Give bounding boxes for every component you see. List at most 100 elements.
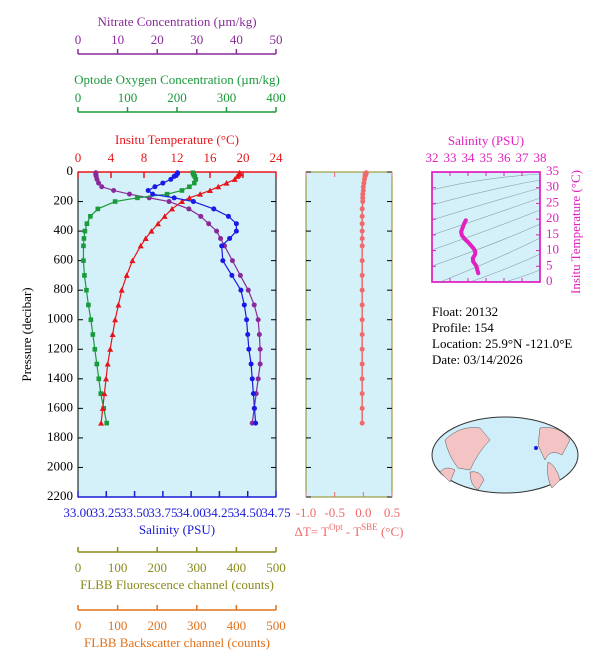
marker: [214, 228, 220, 234]
marker: [256, 332, 262, 337]
info-line: Float: 20132: [432, 304, 498, 319]
x-axis-title-part: (°C): [378, 524, 404, 539]
marker: [360, 199, 366, 205]
x-tick-label: 20: [237, 150, 250, 165]
density-contour: [431, 187, 541, 221]
x-tick-label: 100: [108, 560, 128, 575]
marker: [220, 258, 226, 264]
density-contour: [431, 197, 541, 236]
x-tick-label: 0: [75, 150, 82, 165]
marker: [257, 346, 263, 352]
marker: [168, 176, 174, 182]
x-tick-label: 400: [227, 618, 247, 633]
marker: [86, 302, 91, 308]
x-axis-title: Optode Oxygen Concentration (µm/kg): [74, 72, 280, 87]
x-tick-label: 34.25: [205, 505, 234, 520]
info-line: Date: 03/14/2026: [432, 352, 523, 367]
marker: [150, 191, 156, 197]
density-contour: [439, 237, 541, 283]
marker: [103, 375, 110, 382]
marker: [198, 213, 204, 219]
x-tick-label: 100: [118, 90, 138, 105]
marker: [101, 390, 108, 397]
marker: [123, 272, 130, 278]
marker: [171, 195, 177, 201]
marker: [237, 272, 243, 278]
marker: [137, 242, 144, 249]
marker: [359, 420, 365, 426]
y-tick-label: 25: [546, 194, 559, 209]
x-axis-title: ΔT= TOpt - TSBE (°C): [295, 522, 404, 539]
marker: [192, 174, 198, 179]
marker: [112, 199, 118, 204]
ts-line: [459, 218, 481, 276]
marker: [359, 235, 365, 241]
marker: [81, 243, 86, 249]
marker: [238, 287, 244, 293]
x-tick-label: 30: [190, 32, 203, 47]
marker: [252, 405, 258, 411]
marker: [179, 188, 185, 193]
marker: [231, 176, 238, 182]
marker: [359, 258, 365, 264]
x-tick-label: 500: [266, 560, 286, 575]
marker: [219, 243, 225, 249]
x-tick-label: 10: [111, 32, 124, 47]
world-map: [431, 416, 579, 494]
marker: [229, 272, 235, 278]
marker: [234, 173, 241, 179]
y-tick-label: 2000: [47, 458, 73, 473]
marker: [193, 177, 199, 182]
marker: [223, 180, 230, 186]
marker: [171, 173, 177, 179]
y-tick-label: 200: [54, 193, 74, 208]
x-tick-label: -1.0: [296, 505, 317, 520]
marker: [142, 235, 149, 241]
x-tick-label: 400: [266, 90, 286, 105]
marker: [104, 420, 110, 426]
x-tick-label: 0.0: [355, 505, 371, 520]
x-tick-label: 34.75: [261, 505, 290, 520]
y-tick-label: 1200: [47, 340, 73, 355]
marker: [245, 332, 251, 337]
marker: [218, 235, 224, 241]
marker: [82, 273, 87, 278]
x-tick-label: 8: [141, 150, 148, 165]
marker: [225, 213, 231, 219]
marker: [360, 195, 366, 201]
marker: [359, 206, 365, 212]
marker: [244, 317, 250, 323]
marker: [186, 194, 193, 201]
ts-contours: [431, 173, 541, 283]
x-axis-title-part: Opt: [329, 522, 343, 532]
marker: [112, 316, 119, 323]
info-line: Profile: 154: [432, 320, 494, 335]
marker: [96, 376, 102, 382]
x-axis-title-part: - T: [343, 524, 362, 539]
marker: [359, 332, 365, 337]
y-tick-label: 0: [546, 273, 553, 288]
plot-area: [305, 171, 393, 498]
density-contour: [431, 179, 541, 206]
x-axis-title-part: ΔT= T: [295, 524, 330, 539]
marker: [359, 376, 365, 382]
marker: [233, 228, 239, 234]
marker: [129, 257, 136, 264]
x-tick-label: 32: [426, 150, 439, 165]
marker: [107, 346, 114, 352]
float-location: [534, 446, 538, 450]
y-tick-label: 600: [54, 252, 74, 267]
marker: [160, 180, 166, 186]
marker: [186, 206, 192, 212]
marker: [245, 287, 251, 293]
marker: [229, 258, 235, 264]
plot-area: [77, 171, 277, 498]
marker: [233, 221, 239, 227]
marker: [248, 361, 254, 367]
map-land: [444, 427, 491, 471]
info-line: Location: 25.9°N -121.0°E: [432, 336, 572, 351]
x-tick-label: 38: [534, 150, 547, 165]
x-tick-label: 12: [171, 150, 184, 165]
x-tick-label: 35: [480, 150, 493, 165]
